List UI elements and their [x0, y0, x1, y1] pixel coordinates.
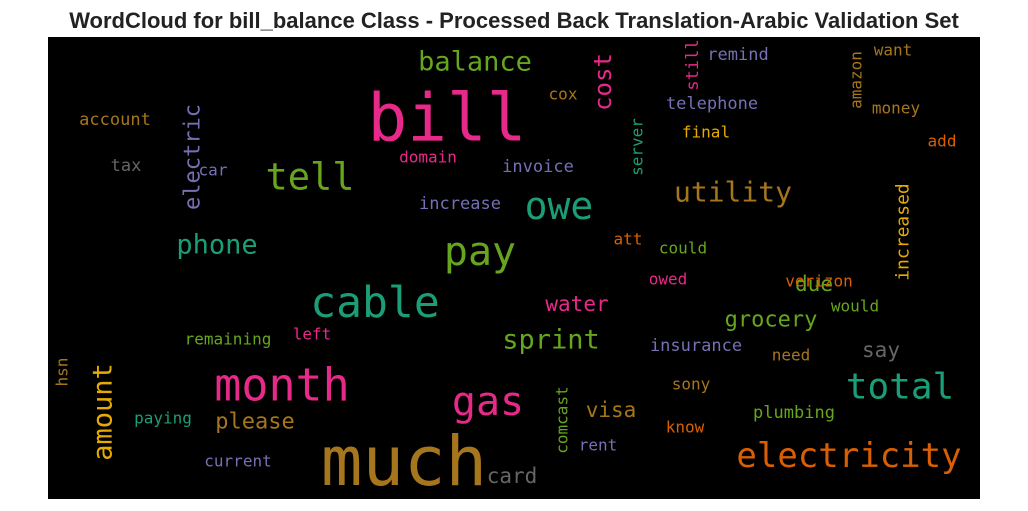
word: tell: [265, 156, 354, 199]
word: want: [874, 41, 913, 60]
word: att: [614, 230, 643, 249]
word: hsn: [53, 358, 72, 387]
word: paying: [134, 409, 192, 428]
word: please: [215, 410, 294, 435]
word: bill: [368, 80, 527, 157]
word: know: [666, 418, 705, 437]
word: amazon: [847, 51, 866, 109]
word: sony: [672, 375, 711, 394]
word: verizon: [785, 272, 852, 291]
word: due: [795, 272, 833, 296]
word: total: [846, 367, 954, 408]
word: current: [204, 452, 271, 471]
word: need: [772, 346, 811, 365]
word: electricity: [736, 436, 961, 476]
word: cox: [549, 85, 578, 104]
word: still: [683, 39, 703, 90]
words: bill much cable month gas pay tell owe total elec…: [53, 39, 962, 502]
word: server: [628, 118, 647, 176]
word: visa: [586, 398, 637, 422]
cloud-background: [48, 37, 980, 499]
word: insurance: [650, 336, 742, 356]
word: plumbing: [753, 403, 835, 423]
word: gas: [452, 379, 524, 425]
title: WordCloud for bill_balance Class - Proce…: [69, 8, 959, 33]
word: cost: [589, 53, 617, 111]
word: remind: [707, 45, 768, 65]
word: cable: [310, 278, 439, 328]
word: comcast: [553, 386, 572, 453]
word: would: [831, 297, 879, 316]
word: balance: [418, 47, 532, 78]
word: car: [199, 161, 228, 180]
word: sprint: [502, 325, 600, 356]
word: say: [862, 338, 900, 362]
word: account: [79, 110, 151, 130]
word: domain: [399, 148, 457, 167]
word: telephone: [666, 94, 758, 114]
word: add: [928, 132, 957, 151]
word: rent: [579, 436, 618, 455]
word: invoice: [502, 157, 574, 177]
word: electric: [181, 104, 206, 210]
word: money: [872, 99, 921, 118]
word: utility: [674, 176, 792, 209]
word: pay: [444, 229, 516, 275]
word: phone: [176, 230, 257, 261]
word: much: [321, 422, 487, 502]
word: water: [545, 292, 608, 316]
word: grocery: [725, 308, 818, 333]
word: owe: [525, 184, 594, 228]
word: tax: [111, 156, 142, 176]
word: amount: [88, 363, 119, 461]
word: month: [214, 359, 349, 412]
word: card: [487, 464, 538, 488]
word: owed: [649, 270, 688, 289]
word: left: [293, 325, 332, 344]
word: increase: [419, 194, 501, 214]
word: final: [682, 123, 730, 142]
word: could: [659, 239, 707, 258]
word: increased: [893, 183, 914, 281]
word: remaining: [185, 330, 272, 349]
